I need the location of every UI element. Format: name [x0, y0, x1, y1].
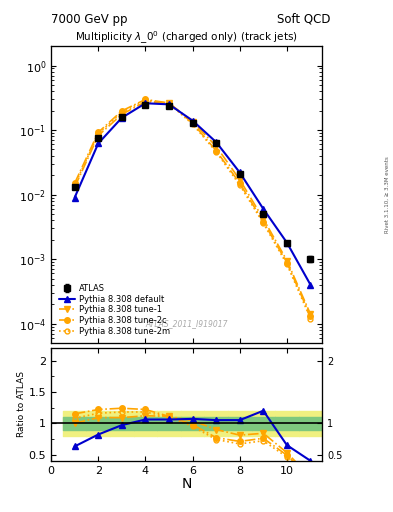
Pythia 8.308 default — [214, 139, 219, 145]
Pythia 8.308 tune-2m — [96, 131, 101, 137]
X-axis label: N: N — [182, 477, 192, 491]
Pythia 8.308 tune-2c — [190, 120, 195, 126]
Pythia 8.308 tune-2m — [72, 182, 77, 188]
Title: Multiplicity $\lambda\_0^0$ (charged only) (track jets): Multiplicity $\lambda\_0^0$ (charged onl… — [75, 30, 298, 46]
Text: Soft QCD: Soft QCD — [277, 13, 330, 26]
Pythia 8.308 default — [167, 101, 171, 108]
Pythia 8.308 tune-2m — [167, 100, 171, 106]
Pythia 8.308 tune-2m — [308, 315, 313, 322]
Pythia 8.308 tune-2c — [285, 260, 289, 266]
Line: Pythia 8.308 tune-2c: Pythia 8.308 tune-2c — [72, 97, 313, 319]
Pythia 8.308 tune-2c — [96, 130, 101, 136]
Line: Pythia 8.308 tune-2m: Pythia 8.308 tune-2m — [72, 98, 313, 321]
Pythia 8.308 tune-1 — [143, 99, 148, 105]
Pythia 8.308 tune-2c — [72, 180, 77, 186]
Line: Pythia 8.308 tune-1: Pythia 8.308 tune-1 — [72, 99, 313, 317]
Pythia 8.308 tune-1 — [119, 111, 124, 117]
Pythia 8.308 tune-1 — [72, 184, 77, 190]
Pythia 8.308 default — [237, 169, 242, 176]
Pythia 8.308 default — [308, 282, 313, 288]
Pythia 8.308 tune-1 — [261, 216, 266, 222]
Pythia 8.308 tune-1 — [167, 100, 171, 106]
Pythia 8.308 tune-2c — [167, 100, 171, 106]
Y-axis label: Ratio to ATLAS: Ratio to ATLAS — [17, 372, 26, 437]
Line: Pythia 8.308 default: Pythia 8.308 default — [72, 100, 314, 288]
Pythia 8.308 tune-1 — [308, 311, 313, 317]
Pythia 8.308 tune-2m — [261, 220, 266, 226]
Pythia 8.308 tune-2m — [214, 148, 219, 155]
Pythia 8.308 tune-2m — [190, 121, 195, 127]
Pythia 8.308 tune-1 — [190, 119, 195, 125]
Pythia 8.308 tune-2m — [237, 182, 242, 188]
Pythia 8.308 default — [96, 140, 101, 146]
Pythia 8.308 tune-1 — [96, 133, 101, 139]
Pythia 8.308 tune-2c — [119, 108, 124, 114]
Pythia 8.308 tune-2c — [214, 147, 219, 154]
Pythia 8.308 tune-2c — [261, 219, 266, 225]
Text: 7000 GeV pp: 7000 GeV pp — [51, 13, 128, 26]
Pythia 8.308 tune-1 — [214, 143, 219, 150]
Pythia 8.308 default — [72, 195, 77, 201]
Pythia 8.308 tune-2m — [143, 97, 148, 103]
Pythia 8.308 tune-1 — [237, 177, 242, 183]
Pythia 8.308 tune-2c — [308, 313, 313, 319]
Pythia 8.308 default — [285, 240, 289, 246]
Pythia 8.308 default — [190, 118, 195, 124]
Pythia 8.308 default — [119, 115, 124, 121]
Pythia 8.308 tune-2m — [119, 109, 124, 115]
Pythia 8.308 tune-1 — [285, 258, 289, 264]
Pythia 8.308 tune-2c — [143, 96, 148, 102]
Pythia 8.308 tune-2c — [237, 180, 242, 186]
Legend: ATLAS, Pythia 8.308 default, Pythia 8.308 tune-1, Pythia 8.308 tune-2c, Pythia 8: ATLAS, Pythia 8.308 default, Pythia 8.30… — [55, 281, 173, 339]
Pythia 8.308 default — [143, 100, 148, 106]
Pythia 8.308 default — [261, 206, 266, 212]
Text: ATLAS_2011_I919017: ATLAS_2011_I919017 — [145, 319, 228, 328]
Pythia 8.308 tune-2m — [285, 261, 289, 267]
Text: Rivet 3.1.10, ≥ 3.3M events: Rivet 3.1.10, ≥ 3.3M events — [385, 156, 389, 233]
